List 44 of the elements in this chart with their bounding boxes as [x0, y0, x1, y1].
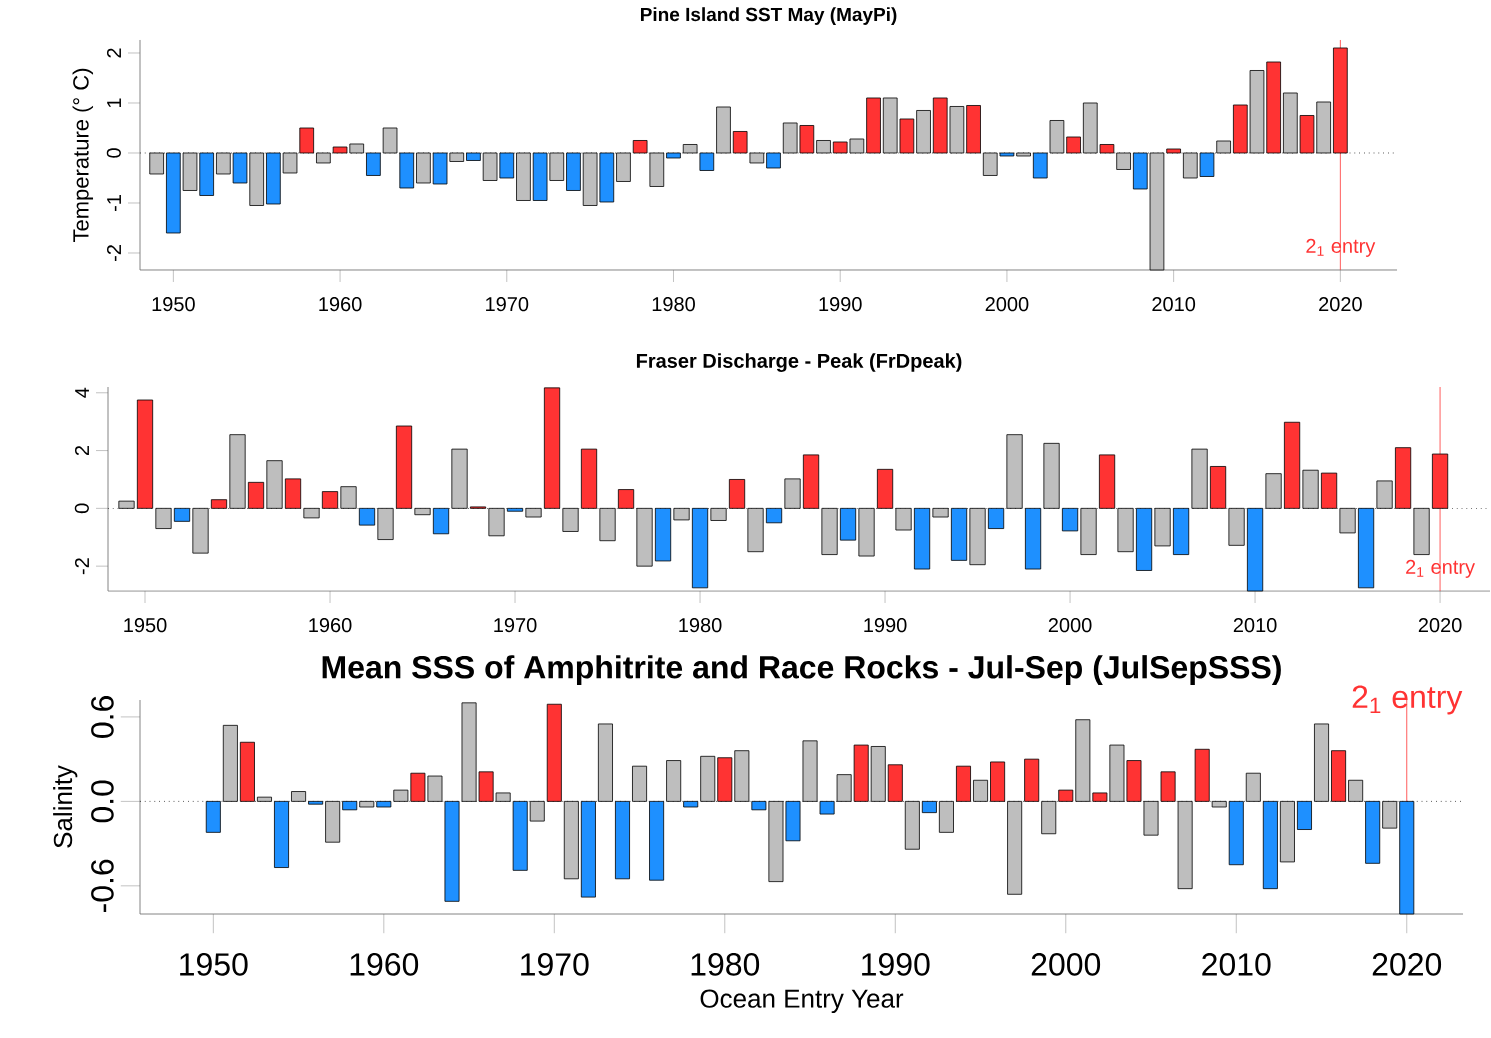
- x-tick-label: 2010: [1202, 953, 1271, 976]
- x-tick-label: 1990: [864, 618, 907, 633]
- x-tick-label: 1980: [679, 618, 722, 633]
- x-tick-label: 2010: [1152, 297, 1196, 312]
- chart-title: Pine Island SST May (MayPi): [640, 7, 897, 25]
- x-tick-label: 1960: [350, 953, 419, 976]
- y-tick-label: 4: [75, 387, 89, 398]
- x-tick-label: 2020: [1372, 953, 1442, 976]
- x-tick-label: 1950: [124, 618, 167, 633]
- x-tick-label: 1970: [486, 297, 529, 312]
- y-tick-label: 0.6: [91, 696, 114, 738]
- x-tick-label: 2000: [1048, 618, 1092, 633]
- y-tick-label: -2: [74, 558, 89, 575]
- x-tick-label: 1990: [819, 297, 862, 312]
- y-tick-label: 0: [106, 148, 121, 158]
- y-tick-label: 2: [106, 48, 121, 58]
- x-tick-label: 1960: [309, 618, 352, 633]
- x-axis-title: Ocean Entry Year: [700, 989, 904, 1014]
- x-tick-label: 1960: [319, 297, 362, 312]
- ref-line-label: 2$_{1}$ entry: [1406, 559, 1475, 578]
- x-tick-label: 1950: [180, 953, 248, 976]
- y-axis-title: Temperature (° C): [72, 68, 94, 243]
- x-tick-label: 1990: [862, 953, 930, 976]
- y-tick-label: 0.0: [91, 780, 114, 823]
- chart-title: Mean SSS of Amphitrite and Race Rocks - Jul-Sep (JulSepSSS): [322, 655, 1281, 685]
- x-tick-label: 2020: [1418, 618, 1462, 633]
- x-tick-label: 2000: [985, 297, 1029, 312]
- x-tick-label: 2010: [1233, 618, 1277, 633]
- x-tick-label: 1970: [494, 618, 537, 633]
- chart-title: Fraser Discharge - Peak (FrDpeak): [636, 353, 962, 372]
- x-tick-label: 2000: [1031, 953, 1101, 976]
- ref-line-label: 2$_{1}$ entry: [1352, 685, 1463, 715]
- x-tick-label: 1970: [521, 953, 589, 976]
- y-tick-label: -1: [107, 195, 121, 211]
- y-tick-label: -2: [106, 245, 121, 261]
- x-tick-label: 1980: [652, 297, 695, 312]
- x-tick-label: 1980: [691, 953, 760, 976]
- x-tick-label: 2020: [1319, 297, 1362, 312]
- y-tick-label: 1: [107, 98, 121, 108]
- y-axis-title: Salinity: [53, 765, 78, 848]
- y-tick-label: 2: [74, 446, 89, 456]
- y-tick-label: 0: [74, 503, 89, 514]
- y-tick-label: -0.6: [91, 859, 114, 912]
- x-tick-label: 1950: [152, 297, 195, 312]
